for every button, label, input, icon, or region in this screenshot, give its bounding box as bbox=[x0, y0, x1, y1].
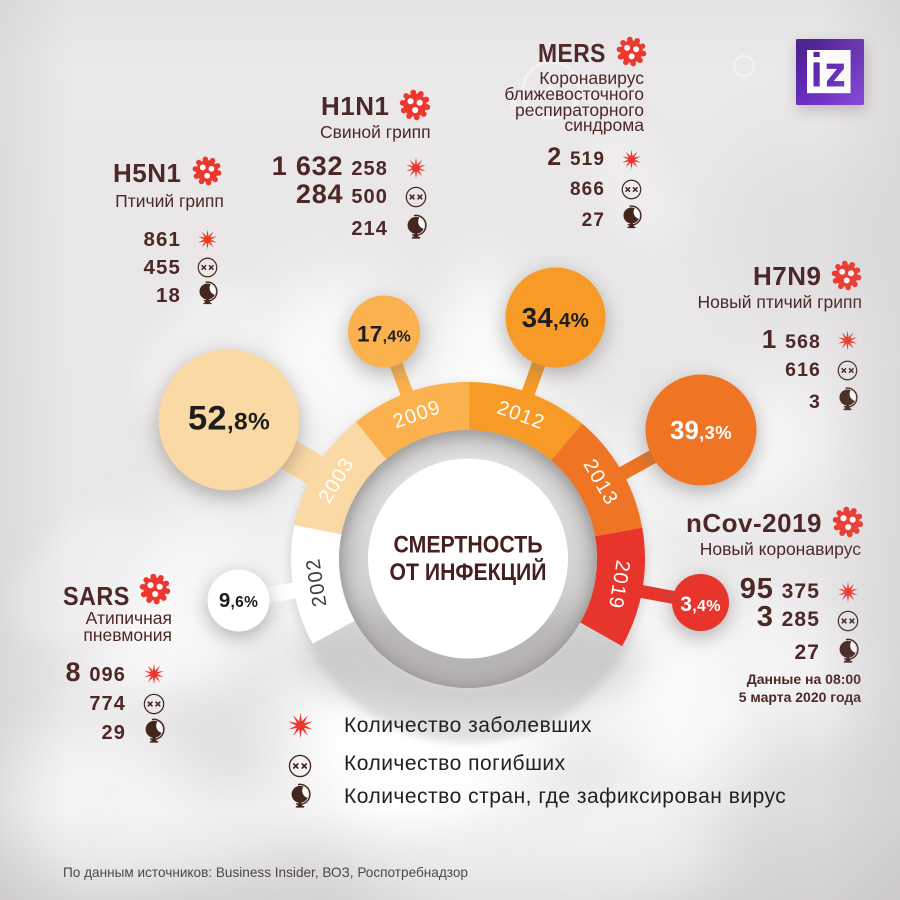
svg-text:9,6%: 9,6% bbox=[219, 589, 258, 612]
svg-text:17,4%: 17,4% bbox=[357, 322, 411, 347]
svg-text:ОТ ИНФЕКЦИЙ: ОТ ИНФЕКЦИЙ bbox=[390, 558, 547, 586]
svg-text:52,8%: 52,8% bbox=[188, 400, 270, 438]
svg-text:3,4%: 3,4% bbox=[680, 593, 720, 616]
svg-text:СМЕРТНОСТЬ: СМЕРТНОСТЬ bbox=[394, 532, 543, 559]
svg-text:34,4%: 34,4% bbox=[522, 302, 589, 333]
svg-text:39,3%: 39,3% bbox=[670, 417, 732, 445]
